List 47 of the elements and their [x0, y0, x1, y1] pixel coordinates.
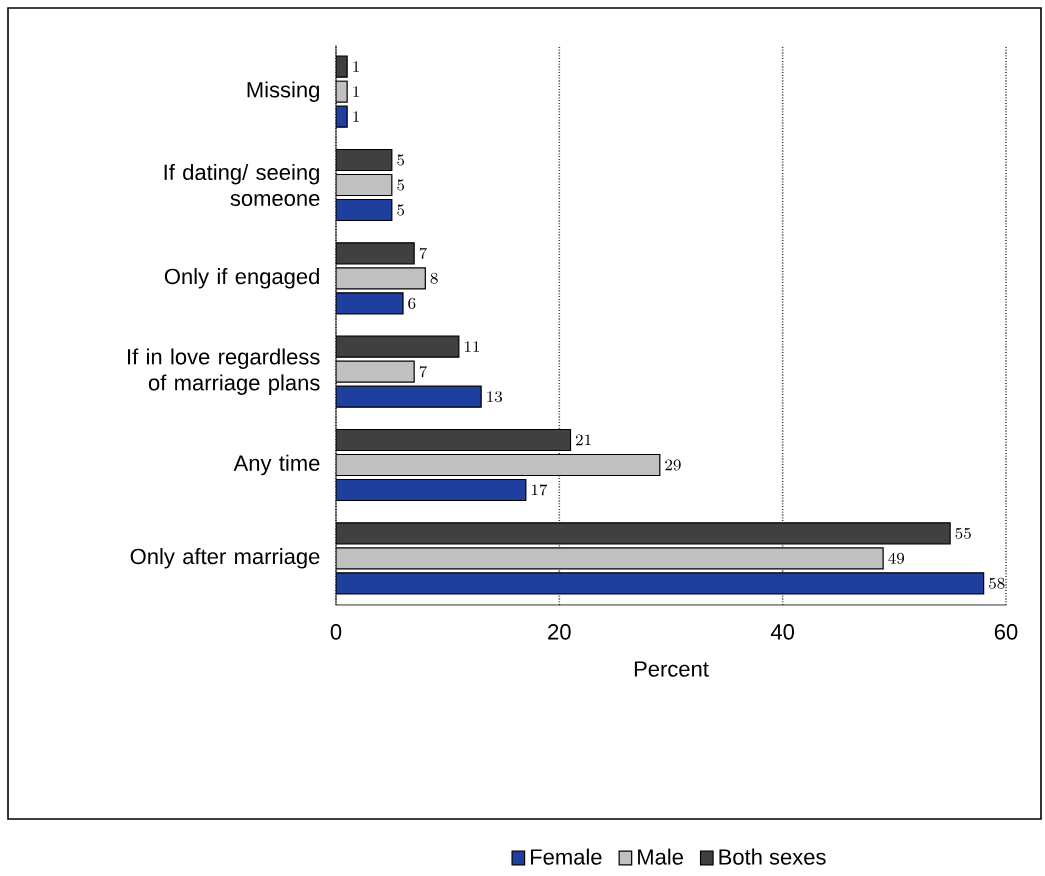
bar	[336, 242, 415, 265]
bar	[336, 547, 884, 570]
bar	[336, 149, 393, 172]
data-label: 13	[487, 391, 503, 403]
x-axis-title: Percent	[634, 661, 709, 677]
bar	[336, 292, 404, 315]
data-label: 1	[353, 111, 359, 123]
legend-label: Female	[531, 848, 602, 865]
bar	[336, 267, 426, 290]
bar	[336, 429, 572, 452]
y-tick-label: Any time	[233, 454, 320, 476]
x-tick-label: 60	[994, 624, 1018, 640]
bar	[336, 479, 527, 502]
y-tick-label: Only if engaged	[164, 268, 319, 289]
bar	[336, 360, 415, 383]
data-label: 21	[575, 434, 591, 446]
data-label: 29	[665, 459, 681, 471]
data-label: 1	[353, 86, 359, 98]
bar	[336, 522, 951, 545]
bar	[336, 174, 393, 197]
x-tick-label: 0	[330, 624, 342, 640]
y-tick-label: If dating/ seeing someone	[164, 164, 320, 207]
x-tick-label: 40	[770, 624, 795, 640]
data-label: 58	[989, 578, 1005, 590]
legend-label: Male	[638, 848, 683, 865]
bar	[336, 572, 985, 595]
data-label: 5	[397, 204, 405, 216]
data-label: 49	[888, 552, 905, 565]
legend-label: Both sexes	[719, 848, 826, 865]
y-tick-label: Missing	[247, 81, 319, 103]
y-tick-label: Only after marriage	[130, 548, 320, 569]
bar	[336, 385, 482, 408]
data-label: 11	[464, 341, 480, 353]
bar	[336, 335, 460, 358]
data-label: 55	[955, 528, 971, 540]
bar	[336, 199, 393, 222]
bar	[336, 454, 661, 477]
x-tick-label: 20	[548, 624, 571, 640]
data-label: 5	[397, 154, 405, 166]
data-label: 17	[531, 484, 548, 496]
data-label: 1	[353, 61, 359, 73]
data-label: 8	[430, 273, 438, 285]
data-label: 5	[397, 179, 405, 191]
data-label: 7	[419, 366, 428, 378]
data-label: 7	[419, 247, 428, 260]
y-tick-label: If in love regardless of marriage plans	[128, 348, 320, 396]
data-label: 6	[408, 298, 416, 310]
